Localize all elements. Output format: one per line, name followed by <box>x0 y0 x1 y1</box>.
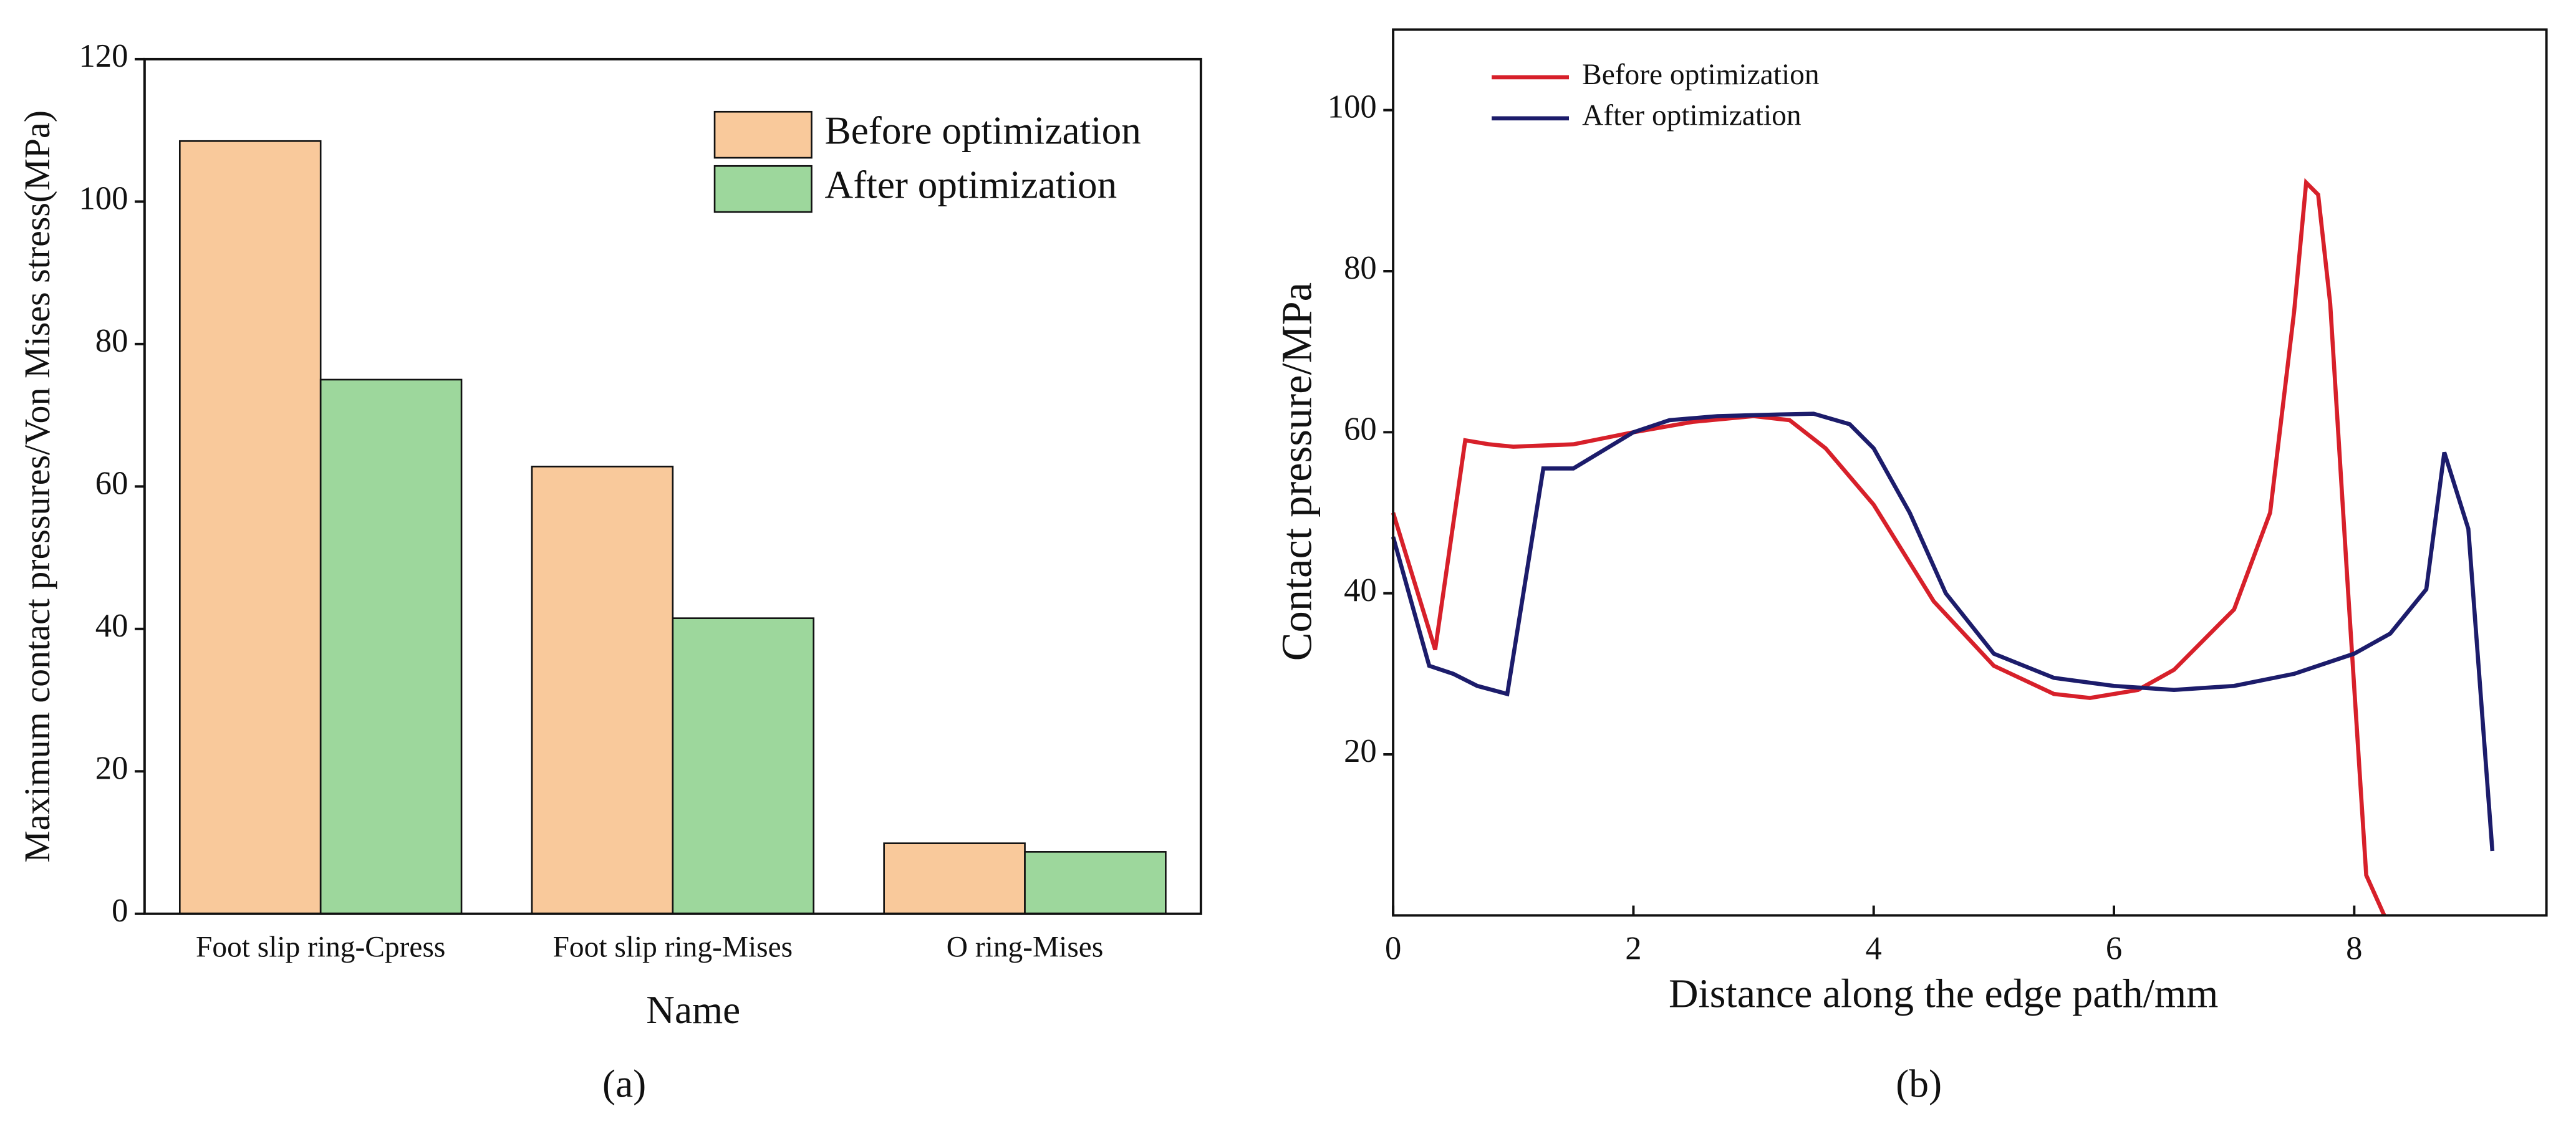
x-axis-label: Name <box>646 988 740 1032</box>
y-tick-label: 80 <box>95 323 128 359</box>
legend-label: After optimization <box>1582 100 1802 132</box>
bar <box>531 466 674 915</box>
y-tick-label: 60 <box>1344 411 1377 447</box>
x-tick-label: 6 <box>2106 930 2122 966</box>
line-series <box>1391 178 2386 916</box>
x-tick-label: O ring-Mises <box>947 931 1104 964</box>
y-tick-label: 120 <box>79 38 128 74</box>
y-tick-label: 20 <box>95 750 128 786</box>
x-tick-label: Foot slip ring-Cpress <box>196 931 445 964</box>
y-tick-label: 100 <box>79 180 128 216</box>
x-tick-label: 2 <box>1625 930 1641 966</box>
legend-label: After optimization <box>825 163 1117 207</box>
legend-swatch <box>713 165 813 213</box>
y-tick-label: 60 <box>95 465 128 501</box>
plot-frame <box>1392 28 2548 917</box>
caption: (b) <box>1896 1062 1942 1106</box>
x-tick-label: 0 <box>1385 930 1401 966</box>
bar <box>1024 851 1167 915</box>
y-tick-label: 20 <box>1344 733 1377 769</box>
y-axis-label: Maximum contact pressures/Von Mises stre… <box>17 110 57 863</box>
plot-frame <box>143 57 1202 915</box>
y-tick-label: 40 <box>95 608 128 644</box>
bar <box>319 378 463 915</box>
x-tick-label: Foot slip ring-Mises <box>553 931 793 964</box>
x-tick-label: 4 <box>1866 930 1882 966</box>
bar <box>672 617 815 915</box>
bar <box>883 842 1026 915</box>
legend-swatch <box>713 110 813 159</box>
bar <box>178 140 322 915</box>
y-tick-label: 100 <box>1328 89 1377 125</box>
legend-label: Before optimization <box>1582 59 1819 91</box>
y-axis-label: Contact pressure/MPa <box>1273 282 1320 661</box>
caption: (a) <box>602 1062 646 1106</box>
legend-label: Before optimization <box>825 109 1141 153</box>
x-tick-label: 8 <box>2346 930 2362 966</box>
x-axis-label: Distance along the edge path/mm <box>1669 971 2218 1016</box>
line-series <box>1391 411 2495 852</box>
y-tick-label: 0 <box>112 893 128 929</box>
y-tick-label: 40 <box>1344 572 1377 608</box>
y-tick-label: 80 <box>1344 250 1377 286</box>
